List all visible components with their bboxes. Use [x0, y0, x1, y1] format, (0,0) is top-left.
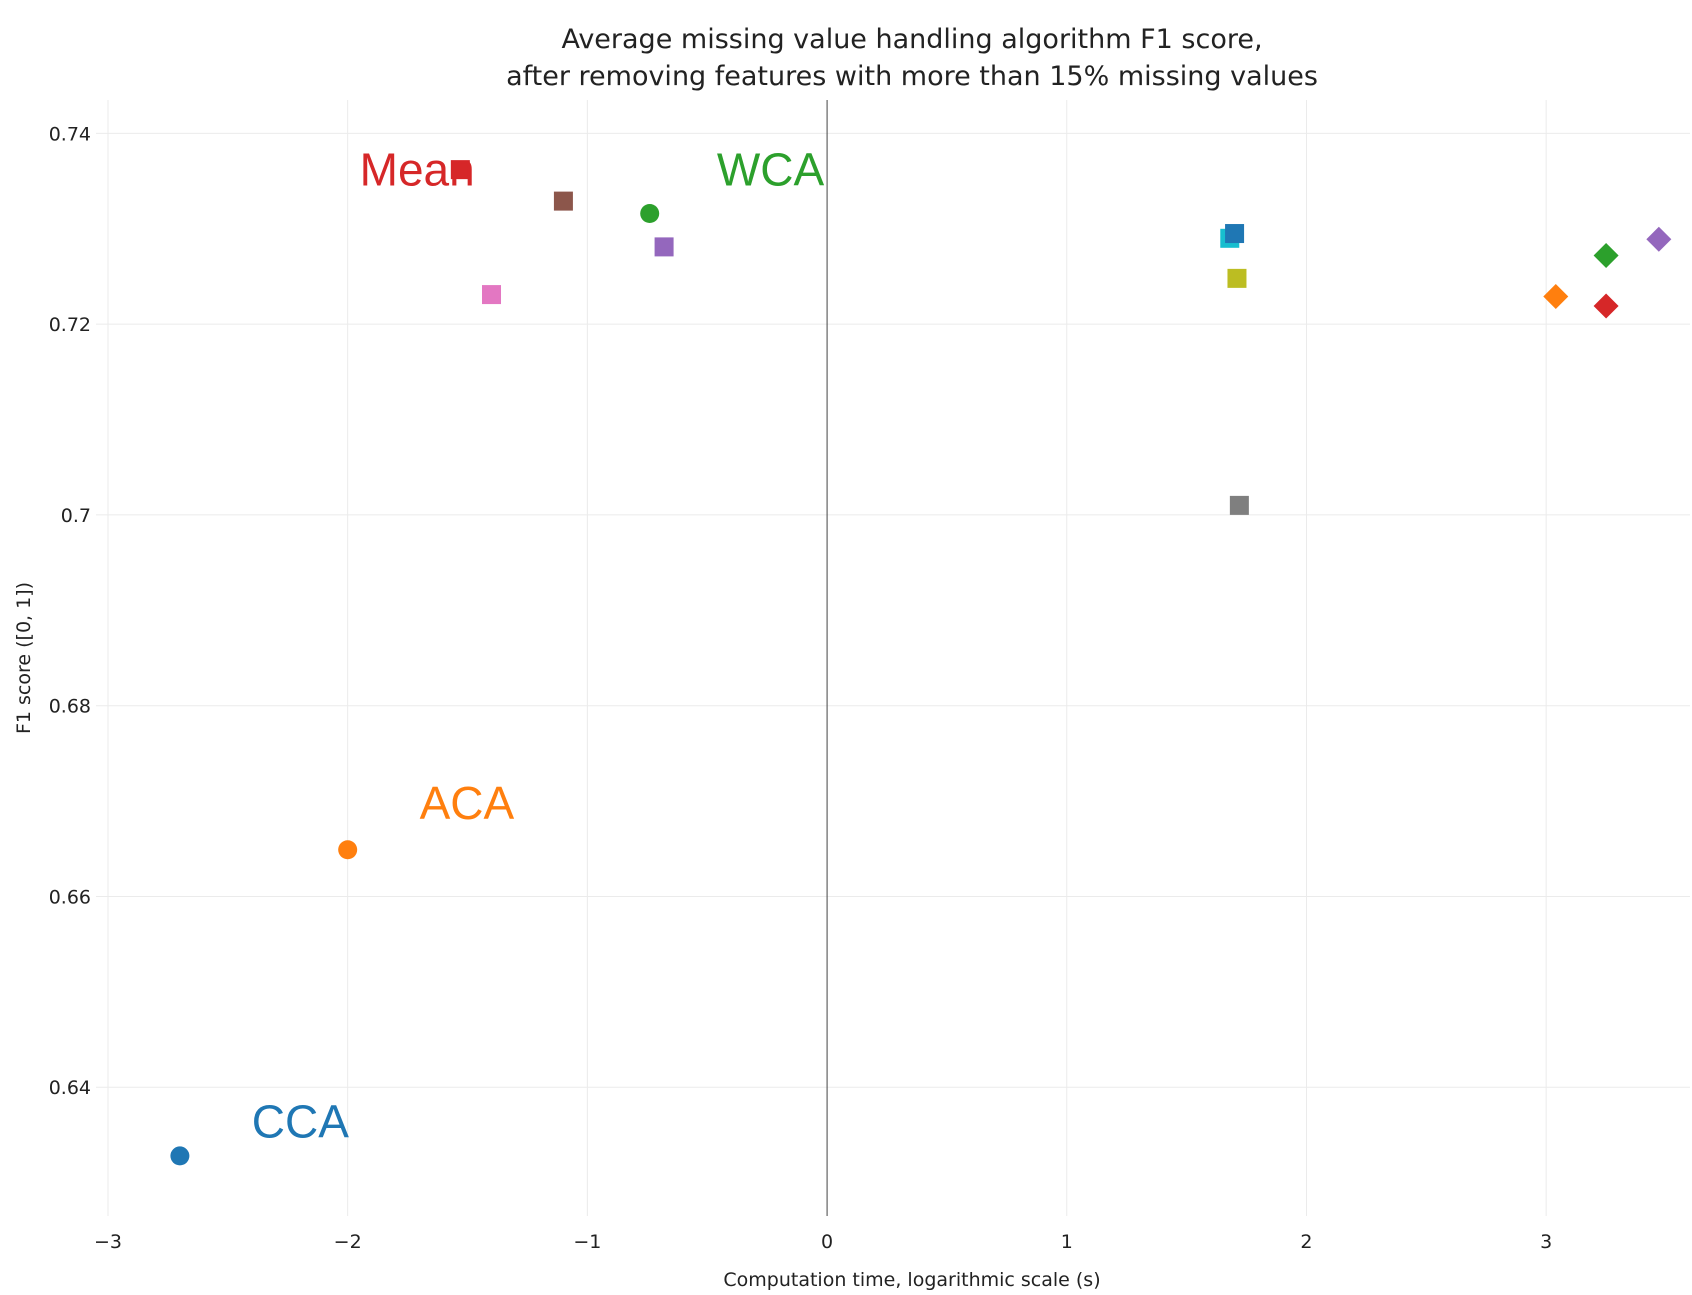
data-point-square	[553, 191, 573, 211]
x-tick-label: 2	[1300, 1231, 1312, 1253]
x-axis-title: Computation time, logarithmic scale (s)	[723, 1269, 1100, 1291]
data-point-square	[450, 160, 470, 180]
annotation-layer: Mean WCA ACA CCA	[252, 144, 825, 1148]
chart-subtitle: after removing features with more than 1…	[506, 61, 1318, 92]
x-tick-label: −1	[573, 1231, 601, 1253]
data-point-circle	[170, 1146, 190, 1166]
data-point-square	[654, 237, 674, 257]
annotation-label: CCA	[252, 1096, 349, 1148]
y-axis-title: F1 score ([0, 1])	[13, 582, 35, 734]
data-point-square	[1227, 268, 1247, 288]
y-tick-label: 0.64	[49, 1077, 91, 1099]
x-tick-label: 3	[1540, 1231, 1552, 1253]
annotation-label: WCA	[717, 144, 825, 196]
x-tick-label: −2	[334, 1231, 362, 1253]
data-point-circle	[338, 840, 358, 860]
y-tick-label: 0.7	[61, 505, 91, 527]
y-tick-label: 0.74	[49, 123, 91, 145]
data-point-square	[482, 285, 502, 305]
data-point-square	[1225, 224, 1245, 244]
data-point-diamond	[1543, 283, 1569, 309]
x-tick-label: −3	[94, 1231, 122, 1253]
x-tick-label: 0	[821, 1231, 833, 1253]
data-point-circle	[640, 204, 660, 224]
axis-layer: −3 −2 −1 0 1 2 3 0.64 0.66 0.68 0.7 0.72 0.74	[49, 100, 1552, 1253]
x-tick-label: 1	[1061, 1231, 1073, 1253]
y-tick-label: 0.68	[49, 696, 91, 718]
data-point-diamond	[1646, 226, 1672, 252]
data-point-square	[1229, 495, 1249, 515]
y-tick-label: 0.66	[49, 886, 91, 908]
data-point-diamond	[1593, 242, 1619, 268]
annotation-label: ACA	[420, 777, 515, 829]
annotation-label: Mean	[360, 144, 475, 196]
chart-title: Average missing value handling algorithm…	[561, 24, 1262, 55]
data-point-diamond	[1593, 293, 1619, 319]
marker-layer	[170, 160, 1672, 1166]
y-tick-label: 0.72	[49, 314, 91, 336]
grid-layer	[96, 100, 1690, 1216]
